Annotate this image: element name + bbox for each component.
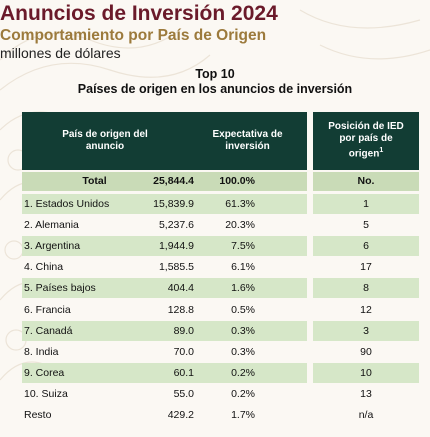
row-main-cell: 6. Francia 128.8 0.5% xyxy=(22,300,307,320)
row-position-cell: 12 xyxy=(313,300,419,320)
table-row: 10. Suiza 55.0 0.2% 13 xyxy=(22,384,419,405)
row-position-cell: 3 xyxy=(313,320,419,341)
investment-pct: 0.3% xyxy=(231,324,255,337)
row-position-cell: 17 xyxy=(313,257,419,277)
row-main-cell: 2. Alemania 5,237.6 20.3% xyxy=(22,215,307,235)
country-name: 3. Argentina xyxy=(24,240,81,253)
investment-value: 1,585.5 xyxy=(158,261,194,274)
row-main-cell: 7. Canadá 89.0 0.3% xyxy=(22,320,307,341)
total-position: No. xyxy=(357,175,375,187)
row-main-cell: 8. India 70.0 0.3% xyxy=(22,342,307,362)
table-row: 3. Argentina 1,944.9 7.5% 6 xyxy=(22,236,419,257)
country-name: 4. China xyxy=(24,261,64,274)
fdi-position: 5 xyxy=(363,219,369,232)
total-value: 25,844.4 xyxy=(153,175,194,187)
investment-pct: 0.2% xyxy=(231,366,255,379)
investment-pct: 7.5% xyxy=(231,240,255,253)
country-name: 1. Estados Unidos xyxy=(24,198,110,210)
page-header: Anuncios de Inversión 2024 Comportamient… xyxy=(0,0,430,97)
fdi-position: 10 xyxy=(360,366,372,379)
table-row: 5. Países bajos 404.4 1.6% 8 xyxy=(22,278,419,299)
investment-value: 128.8 xyxy=(167,303,194,316)
fdi-position: n/a xyxy=(358,409,374,421)
investment-pct: 0.5% xyxy=(231,303,255,316)
fdi-position: 13 xyxy=(360,387,372,400)
table-row: 9. Corea 60.1 0.2% 10 xyxy=(22,362,419,384)
investment-value: 60.1 xyxy=(173,366,194,379)
fdi-position: 3 xyxy=(363,324,369,337)
page-subtitle: Comportamiento por País de Origen xyxy=(0,27,267,44)
investment-value: 70.0 xyxy=(173,345,194,358)
row-main-cell: 4. China 1,585.5 6.1% xyxy=(22,257,307,277)
table-row: 7. Canadá 89.0 0.3% 3 xyxy=(22,320,419,342)
fdi-position: 6 xyxy=(363,240,369,253)
unit-label: millones de dólares xyxy=(0,45,121,61)
row-position-cell: 8 xyxy=(313,278,419,299)
footnote-marker: 1 xyxy=(379,147,384,155)
country-name: 5. Países bajos xyxy=(24,282,96,295)
row-position-cell: 90 xyxy=(313,342,419,362)
row-position-cell: 5 xyxy=(313,215,419,235)
row-main-cell: 5. Países bajos 404.4 1.6% xyxy=(22,278,307,299)
investment-value: 5,237.6 xyxy=(158,219,194,232)
table-row: 2. Alemania 5,237.6 20.3% 5 xyxy=(22,215,419,236)
row-main-cell: 3. Argentina 1,944.9 7.5% xyxy=(22,236,307,257)
table-row: Resto 429.2 1.7% n/a xyxy=(22,405,419,426)
investment-value: 404.4 xyxy=(167,282,194,295)
country-name: 7. Canadá xyxy=(24,324,73,337)
table-subtitle: Países de origen en los anuncios de inve… xyxy=(77,82,353,96)
investment-value: 1,944.9 xyxy=(158,240,194,253)
investment-pct: 1.7% xyxy=(231,409,255,421)
country-name: 6. Francia xyxy=(24,303,71,316)
row-position-cell: 6 xyxy=(313,236,419,257)
investment-pct: 6.1% xyxy=(231,261,255,274)
fdi-position: 12 xyxy=(360,303,372,316)
fdi-position: 90 xyxy=(360,345,372,358)
page-title: Anuncios de Inversión 2024 xyxy=(0,2,278,25)
investment-value: 15,839.9 xyxy=(153,198,194,210)
column-header-country-label: País de origen del anuncio xyxy=(62,129,148,152)
fdi-position: 8 xyxy=(363,282,369,295)
investment-pct: 61.3% xyxy=(225,198,255,210)
total-position-cell: No. xyxy=(313,172,419,191)
investment-pct: 0.2% xyxy=(231,387,255,400)
total-label: Total xyxy=(82,175,107,187)
column-header-position-label: Posición de IED por país de origen1 xyxy=(324,121,408,160)
row-position-cell: n/a xyxy=(313,405,419,425)
investment-value: 89.0 xyxy=(173,324,194,337)
investment-value: 55.0 xyxy=(173,387,194,400)
country-name: 2. Alemania xyxy=(24,219,79,232)
row-main-cell: 1. Estados Unidos 15,839.9 61.3% xyxy=(22,194,307,214)
column-header-country: País de origen del anuncio xyxy=(22,112,188,170)
table-row: 4. China 1,585.5 6.1% 17 xyxy=(22,257,419,278)
row-position-cell: 10 xyxy=(313,362,419,383)
row-main-cell: 10. Suiza 55.0 0.2% xyxy=(22,384,307,404)
table-row: 1. Estados Unidos 15,839.9 61.3% 1 xyxy=(22,194,419,215)
table-title: Top 10 xyxy=(195,67,235,81)
table-row: 8. India 70.0 0.3% 90 xyxy=(22,342,419,363)
total-pct: 100.0% xyxy=(219,175,255,187)
fdi-position: 17 xyxy=(360,261,372,274)
column-header-expectation: Expectativa de inversión xyxy=(188,112,307,170)
column-header-position: Posición de IED por país de origen1 xyxy=(313,112,419,170)
table-row: 6. Francia 128.8 0.5% 12 xyxy=(22,300,419,321)
investment-pct: 1.6% xyxy=(231,282,255,295)
row-main-cell: 9. Corea 60.1 0.2% xyxy=(22,362,307,383)
row-main-cell: Resto 429.2 1.7% xyxy=(22,405,307,425)
country-name: Resto xyxy=(24,409,52,421)
investment-value: 429.2 xyxy=(167,409,194,421)
investment-pct: 20.3% xyxy=(225,219,255,232)
country-name: 9. Corea xyxy=(24,366,65,379)
total-row: Total 25,844.4 100.0% xyxy=(22,172,307,191)
column-header-position-text: Posición de IED por país de origen xyxy=(328,121,404,160)
row-position-cell: 13 xyxy=(313,384,419,404)
country-name: 8. India xyxy=(24,345,59,358)
row-position-cell: 1 xyxy=(313,194,419,214)
column-header-expectation-label: Expectativa de inversión xyxy=(212,129,283,152)
fdi-position: 1 xyxy=(363,198,369,210)
investment-pct: 0.3% xyxy=(231,345,255,358)
country-name: 10. Suiza xyxy=(24,387,68,400)
